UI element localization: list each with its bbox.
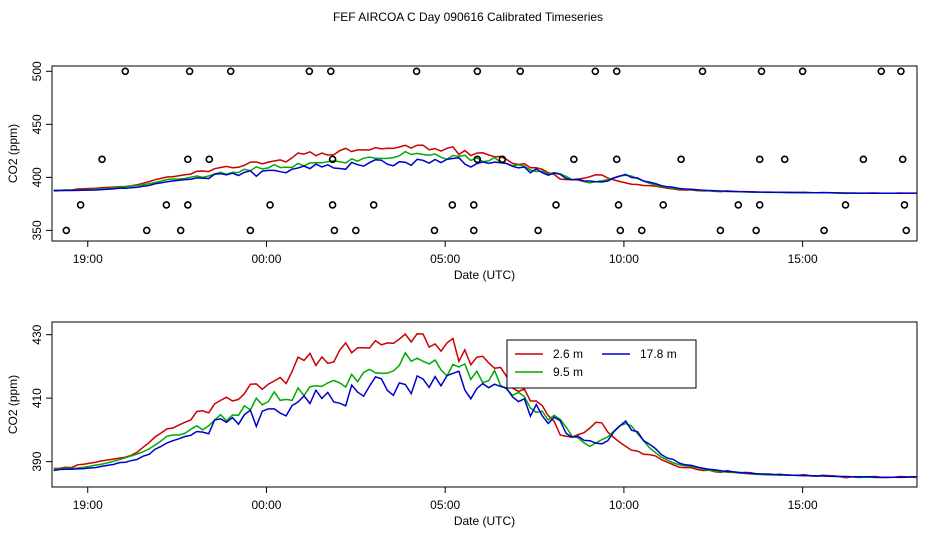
data-marker [184, 155, 192, 164]
data-marker [246, 226, 255, 235]
series-line-2-6-m [53, 332, 917, 479]
data-marker [752, 226, 760, 235]
data-marker [369, 201, 378, 209]
data-marker [534, 226, 542, 235]
data-marker [330, 226, 339, 235]
data-marker [205, 155, 214, 164]
data-marker [552, 201, 560, 209]
series-line-9-5-m [53, 351, 917, 479]
data-marker [902, 226, 911, 235]
bottom-panel: 19:00 00:00 05:00 10:00 15:00 390 410 430 Date (… [6, 321, 918, 528]
top-panel: 19:00 00:00 05:00 10:00 15:00 350 400 450 500 Dat… [6, 61, 918, 282]
data-marker [780, 155, 789, 164]
x-tick-label: 19:00 [73, 252, 103, 266]
data-marker [76, 201, 85, 209]
data-marker [734, 201, 743, 209]
y-tick-label: 430 [30, 324, 44, 344]
y-tick-label: 350 [30, 220, 44, 240]
data-marker [98, 155, 106, 164]
data-marker [637, 226, 646, 235]
data-marker [327, 67, 335, 76]
series-line-17-8-m [53, 156, 917, 194]
data-marker [121, 67, 130, 76]
x-tick-label: 05:00 [430, 252, 460, 266]
data-marker [841, 201, 850, 209]
data-marker [473, 155, 482, 164]
data-marker [900, 201, 909, 209]
y-tick-label: 400 [30, 167, 44, 187]
data-marker [498, 155, 507, 164]
y-axis-label: CO2 (ppm) [6, 375, 20, 434]
data-marker [62, 226, 71, 235]
x-tick-label: 19:00 [73, 498, 103, 512]
legend-label: 9.5 m [553, 365, 583, 379]
data-marker [184, 201, 192, 209]
y-tick-label: 500 [30, 61, 44, 81]
data-marker [757, 67, 766, 76]
data-marker [898, 155, 907, 164]
data-marker [185, 67, 194, 76]
x-tick-label: 10:00 [609, 252, 639, 266]
data-marker [412, 67, 421, 76]
y-tick-label: 390 [30, 451, 44, 471]
data-marker [469, 226, 478, 235]
series-line-9-5-m [53, 150, 917, 195]
legend-label: 2.6 m [553, 347, 583, 361]
y-tick-label: 410 [30, 388, 44, 408]
data-marker [616, 226, 625, 235]
figure-title: FEF AIRCOA C Day 090616 Calibrated Times… [332, 10, 604, 24]
data-marker [897, 67, 905, 76]
data-marker [677, 155, 685, 164]
data-marker [820, 226, 828, 235]
data-marker [430, 226, 439, 235]
data-marker [162, 201, 171, 209]
data-marker [570, 155, 578, 164]
data-marker [469, 201, 478, 209]
data-marker [176, 226, 185, 235]
data-marker [877, 67, 886, 76]
series-line-17-8-m [53, 370, 917, 478]
plot-frame [51, 65, 918, 242]
x-axis-label: Date (UTC) [454, 514, 515, 528]
legend-box [506, 339, 697, 389]
data-marker [659, 201, 668, 209]
data-marker [448, 201, 457, 209]
data-marker [352, 226, 360, 235]
y-axis-label: CO2 (ppm) [6, 124, 20, 183]
data-marker [328, 201, 337, 209]
data-marker [716, 226, 725, 235]
data-marker [266, 201, 274, 209]
data-marker [755, 201, 764, 209]
data-marker [516, 67, 525, 76]
data-marker [328, 155, 337, 164]
x-tick-label: 05:00 [430, 498, 460, 512]
legend-label: 17.8 m [640, 347, 677, 361]
y-tick-label: 450 [30, 114, 44, 134]
data-marker [612, 67, 621, 76]
x-axis-label: Date (UTC) [454, 268, 515, 282]
data-marker [755, 155, 764, 164]
data-marker [473, 67, 482, 76]
legend: 2.6 m 17.8 m 9.5 m [506, 339, 697, 389]
x-tick-label: 15:00 [788, 498, 818, 512]
data-marker [591, 67, 600, 76]
data-marker [798, 67, 807, 76]
x-tick-label: 15:00 [788, 252, 818, 266]
data-marker [698, 67, 707, 76]
data-marker [612, 155, 621, 164]
data-marker [614, 201, 623, 209]
data-marker [859, 155, 868, 164]
data-marker [305, 67, 314, 76]
data-marker [226, 67, 235, 76]
x-tick-label: 00:00 [251, 498, 281, 512]
plot-frame [51, 321, 918, 488]
x-tick-label: 00:00 [251, 252, 281, 266]
series-line-2-6-m [53, 144, 917, 195]
x-tick-label: 10:00 [609, 498, 639, 512]
data-marker [142, 226, 151, 235]
